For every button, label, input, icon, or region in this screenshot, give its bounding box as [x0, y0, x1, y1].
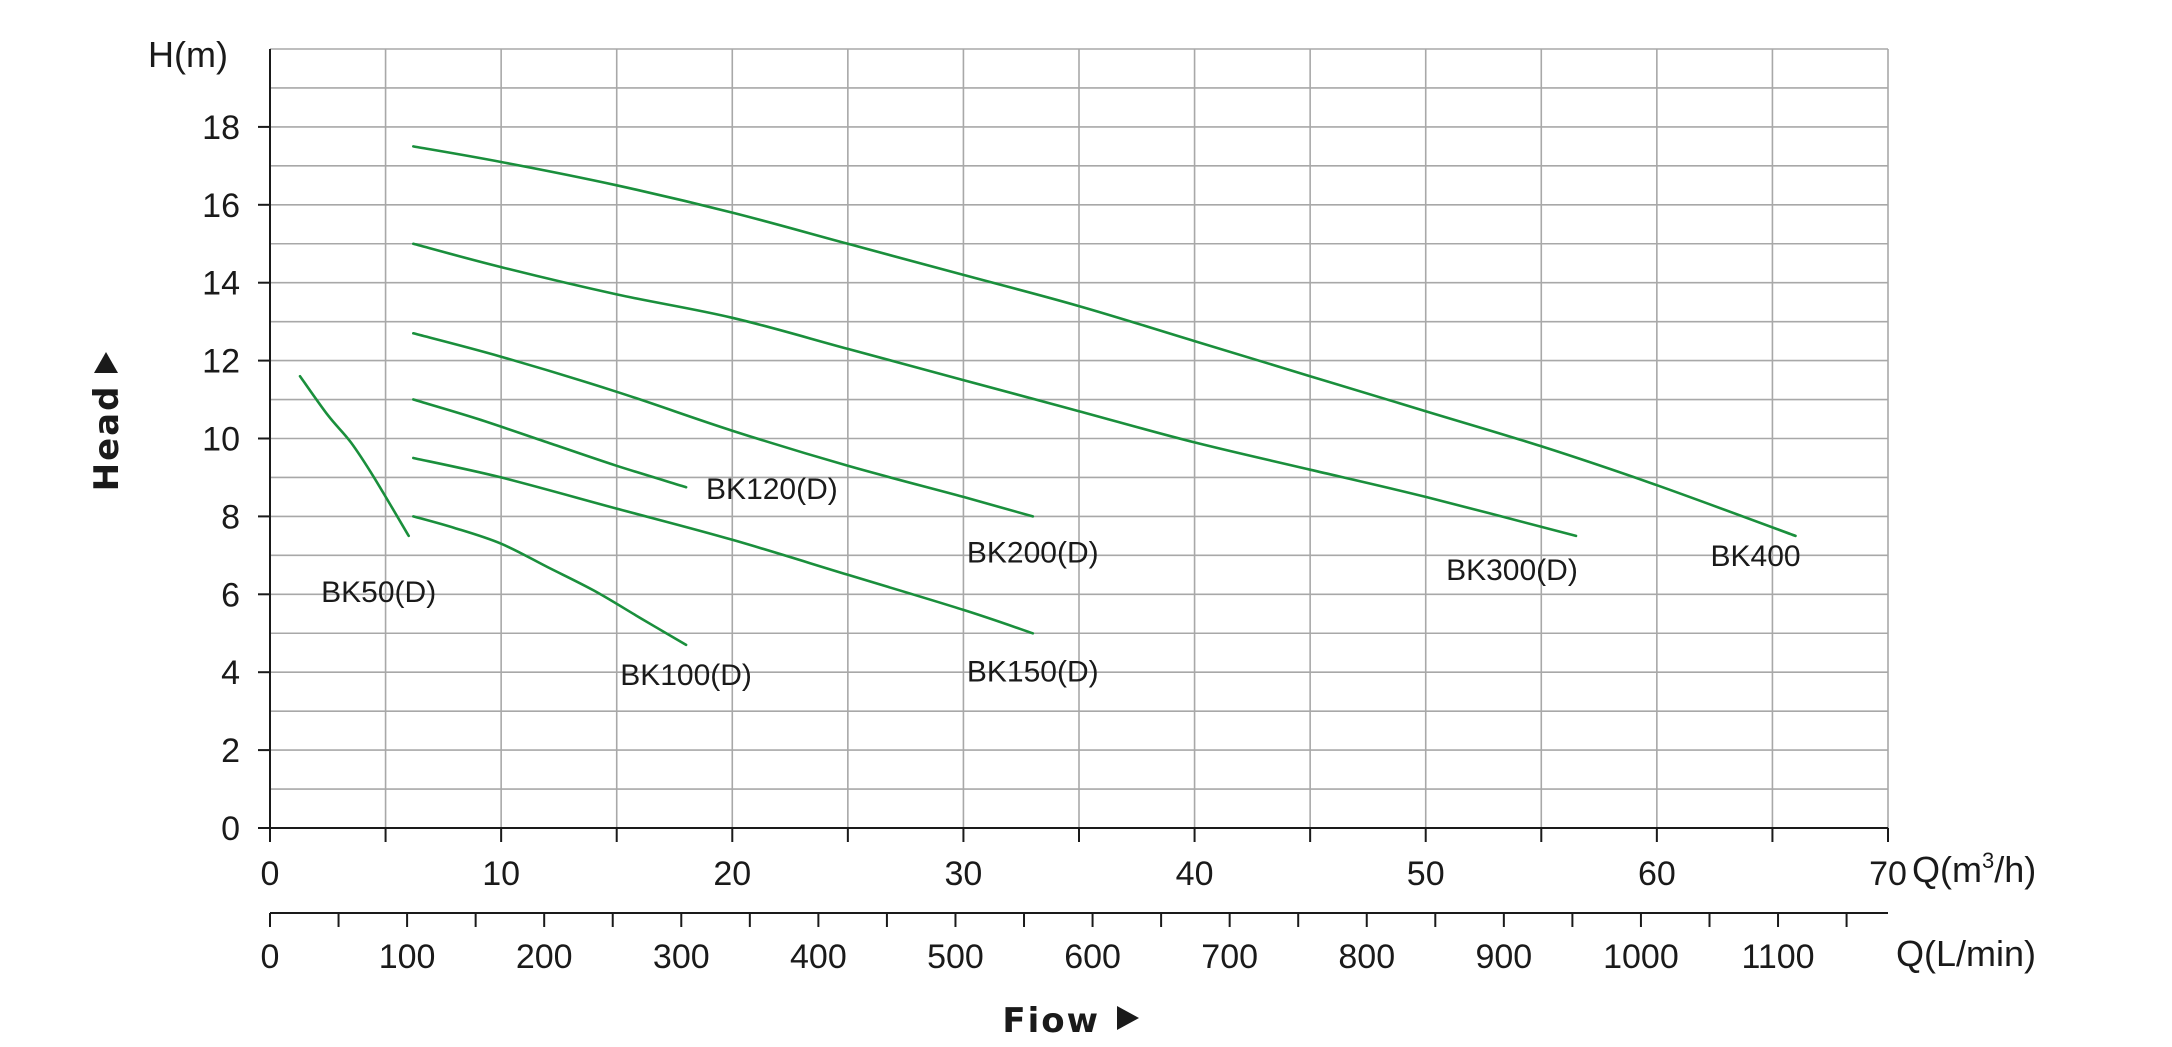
secondary-x-tick-label: 700	[1201, 938, 1258, 976]
y-tick-label: 4	[221, 654, 240, 692]
y-axis-unit-label: H(m)	[148, 34, 228, 75]
series-label: BK150(D)	[967, 655, 1099, 688]
series-label: BK400	[1711, 540, 1801, 573]
y-axis-title: Head	[87, 385, 127, 492]
series-label: BK300(D)	[1446, 554, 1578, 587]
series-line	[412, 145, 1797, 538]
secondary-x-tick-label: 300	[653, 938, 710, 976]
chart-grid	[269, 48, 1889, 829]
y-tick-label: 12	[202, 343, 240, 381]
secondary-x-tick-label: 600	[1064, 938, 1121, 976]
x-axis-unit-main: Q(m	[1912, 849, 1982, 890]
secondary-x-tick-label: 900	[1475, 938, 1532, 976]
series-label: BK50(D)	[321, 576, 436, 609]
y-tick-label: 8	[221, 498, 240, 536]
secondary-x-tick-label: 1100	[1741, 938, 1814, 976]
series-line	[298, 374, 410, 538]
x-tick-label: 20	[713, 855, 751, 893]
y-tick-label: 16	[202, 187, 240, 225]
series-line	[412, 398, 688, 489]
secondary-x-tick-label: 1000	[1603, 938, 1679, 976]
y-tick-label: 2	[221, 732, 240, 770]
y-tick-label: 6	[221, 576, 240, 614]
x-axis-unit-tail: /h)	[1994, 849, 2036, 890]
x-axis-arrow-icon	[1117, 1006, 1139, 1030]
x-tick-label: 50	[1407, 855, 1445, 893]
chart-labels: BK50(D) BK100(D) BK120(D) BK150(D) BK200(D) B…	[321, 473, 1800, 692]
secondary-x-tick-label: 800	[1338, 938, 1395, 976]
series-line	[412, 515, 688, 647]
series-label: BK200(D)	[967, 536, 1099, 569]
y-tick-label: 0	[221, 810, 240, 848]
x-tick-label: 40	[1176, 855, 1214, 893]
x-axis-title: Fiow	[1002, 1001, 1100, 1041]
series-line	[412, 456, 1035, 635]
x-tick-label: 10	[482, 855, 520, 893]
y-axis-arrow-icon	[94, 352, 118, 373]
x-tick-label: 70	[1869, 855, 1907, 893]
x-tick-label: 30	[945, 855, 983, 893]
x-axis-unit-superscript: 3	[1982, 848, 1994, 873]
x-tick-label: 60	[1638, 855, 1676, 893]
secondary-x-tick-label: 200	[516, 938, 573, 976]
chart-series	[298, 145, 1797, 647]
series-line	[412, 332, 1035, 518]
series-label: BK120(D)	[706, 473, 838, 506]
secondary-x-tick-label: 400	[790, 938, 847, 976]
y-tick-label: 14	[202, 265, 240, 303]
y-tick-label: 18	[202, 109, 240, 147]
x-axis-unit-label: Q(m3/h)	[1912, 848, 2036, 890]
y-tick-label: 10	[202, 421, 240, 459]
series-line	[412, 242, 1578, 538]
secondary-x-tick-label: 500	[927, 938, 984, 976]
x-tick-label: 0	[261, 855, 280, 893]
secondary-x-tick-label: 100	[379, 938, 436, 976]
secondary-x-axis-unit-label: Q(L/min)	[1896, 933, 2036, 974]
secondary-x-tick-label: 0	[261, 938, 280, 976]
series-label: BK100(D)	[620, 659, 752, 692]
